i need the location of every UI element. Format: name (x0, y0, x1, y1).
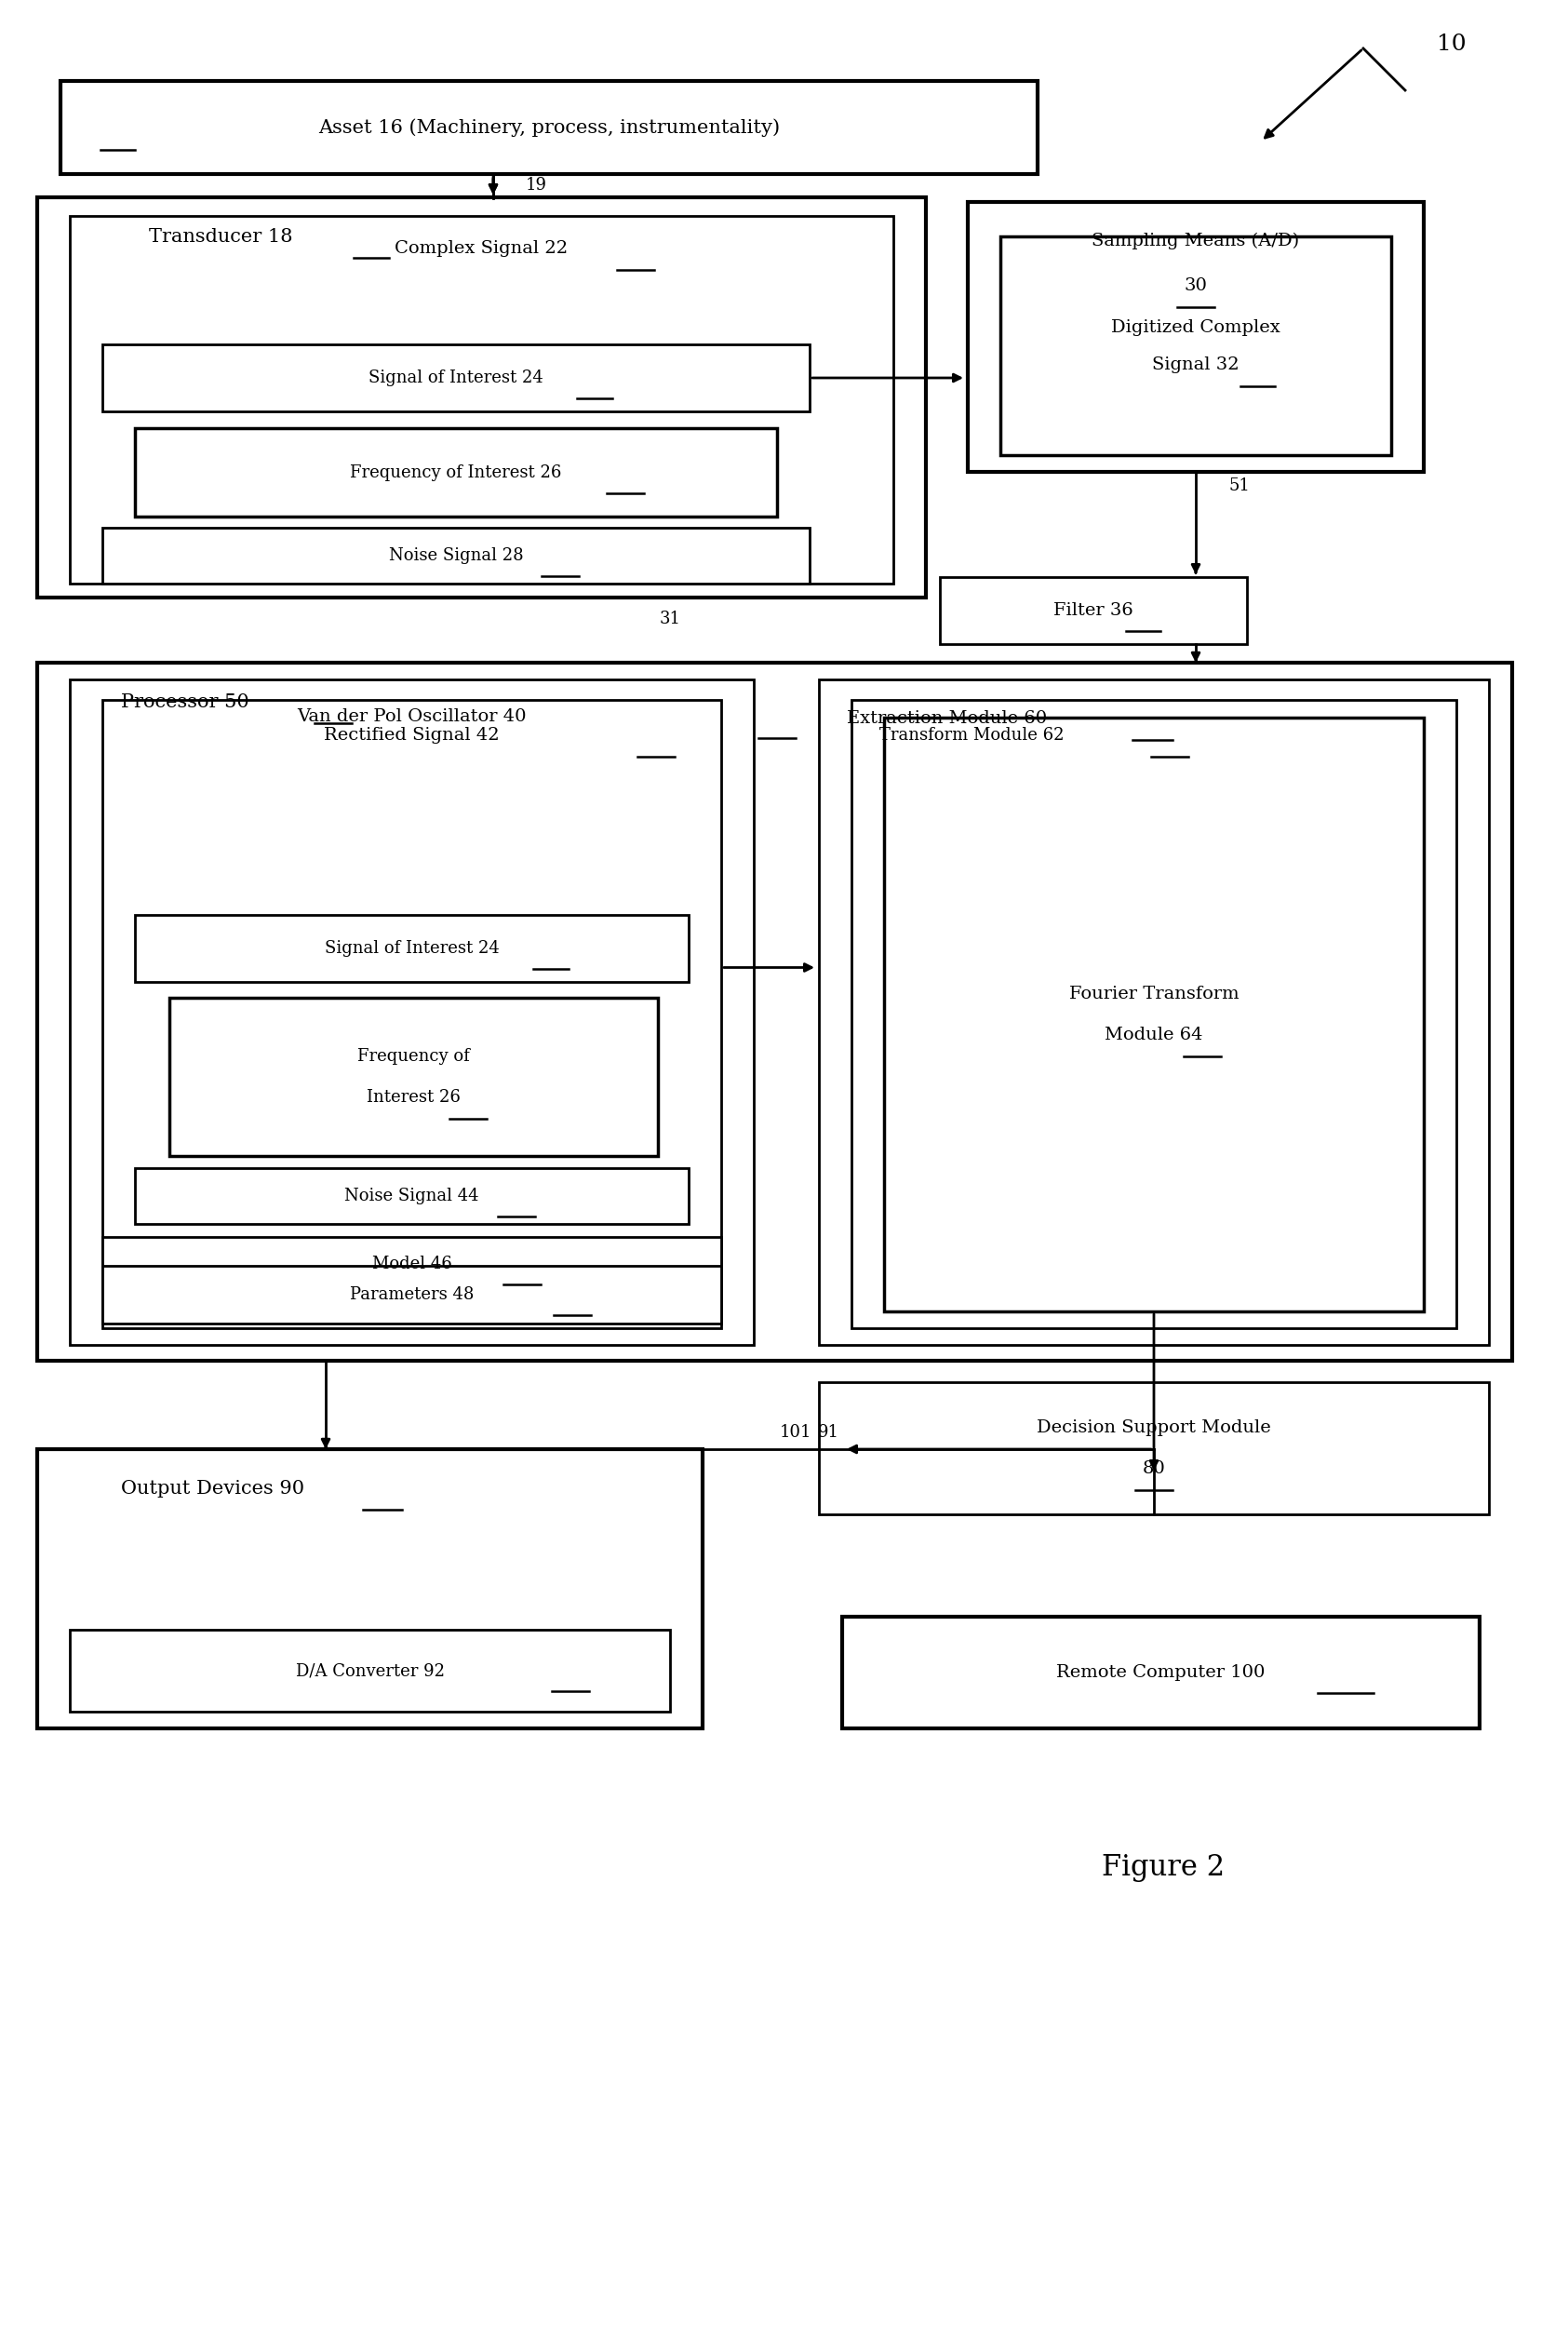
Text: Signal of Interest 24: Signal of Interest 24 (368, 369, 544, 386)
Bar (102, 527, 809, 583)
Bar (135, 428, 778, 517)
Bar (102, 343, 809, 412)
Text: 19: 19 (525, 176, 547, 193)
Bar (884, 717, 1424, 1312)
Text: Transducer 18: Transducer 18 (149, 228, 293, 245)
Bar (169, 997, 659, 1155)
Text: Signal of Interest 24: Signal of Interest 24 (325, 941, 499, 957)
Text: 31: 31 (659, 612, 681, 628)
Text: 10: 10 (1436, 33, 1466, 54)
Text: Figure 2: Figure 2 (1102, 1853, 1225, 1882)
Text: Model 46: Model 46 (372, 1256, 452, 1272)
Bar (851, 701, 1457, 1329)
Text: Van der Pol Oscillator 40: Van der Pol Oscillator 40 (296, 708, 527, 724)
Bar (967, 202, 1424, 473)
Text: Processor 50: Processor 50 (121, 694, 249, 710)
Bar (71, 216, 894, 583)
Bar (38, 198, 927, 597)
Text: 80: 80 (1143, 1461, 1165, 1477)
Text: Sampling Means (A/D): Sampling Means (A/D) (1091, 233, 1300, 249)
Bar (71, 1630, 670, 1712)
Text: 51: 51 (1228, 477, 1250, 494)
Bar (135, 1169, 688, 1223)
Text: Remote Computer 100: Remote Computer 100 (1057, 1665, 1265, 1682)
Text: Interest 26: Interest 26 (367, 1089, 461, 1105)
Bar (61, 80, 1038, 174)
Text: D/A Converter 92: D/A Converter 92 (295, 1663, 444, 1679)
Text: Frequency of Interest 26: Frequency of Interest 26 (350, 463, 561, 480)
Text: Digitized Complex: Digitized Complex (1112, 320, 1281, 336)
Bar (135, 915, 688, 981)
Text: Signal 32: Signal 32 (1152, 355, 1239, 372)
Text: Extraction Module 60: Extraction Module 60 (847, 710, 1047, 727)
Bar (71, 680, 754, 1345)
Text: Complex Signal 22: Complex Signal 22 (395, 240, 568, 256)
Text: Transform Module 62: Transform Module 62 (880, 727, 1065, 743)
Text: Rectified Signal 42: Rectified Signal 42 (325, 727, 500, 743)
Bar (1000, 238, 1391, 456)
Text: Module 64: Module 64 (1105, 1025, 1203, 1044)
Text: Decision Support Module: Decision Support Module (1036, 1418, 1272, 1437)
Bar (818, 1383, 1490, 1515)
Bar (38, 1449, 702, 1729)
Bar (818, 680, 1490, 1345)
Bar (38, 663, 1512, 1362)
Text: Filter 36: Filter 36 (1054, 602, 1134, 619)
Text: 101: 101 (779, 1423, 812, 1442)
Text: Parameters 48: Parameters 48 (350, 1287, 474, 1303)
Bar (842, 1616, 1480, 1729)
Text: Output Devices 90: Output Devices 90 (121, 1479, 304, 1498)
Text: Asset 16 (Machinery, process, instrumentality): Asset 16 (Machinery, process, instrument… (318, 118, 779, 136)
Text: Fourier Transform: Fourier Transform (1069, 985, 1239, 1002)
Bar (102, 1265, 721, 1324)
Bar (939, 576, 1247, 644)
Bar (102, 1237, 721, 1291)
Text: Noise Signal 44: Noise Signal 44 (345, 1188, 478, 1204)
Text: 30: 30 (1184, 278, 1207, 294)
Bar (102, 701, 721, 1329)
Text: 91: 91 (817, 1423, 839, 1442)
Text: Frequency of: Frequency of (358, 1049, 470, 1065)
Text: Noise Signal 28: Noise Signal 28 (389, 548, 524, 564)
